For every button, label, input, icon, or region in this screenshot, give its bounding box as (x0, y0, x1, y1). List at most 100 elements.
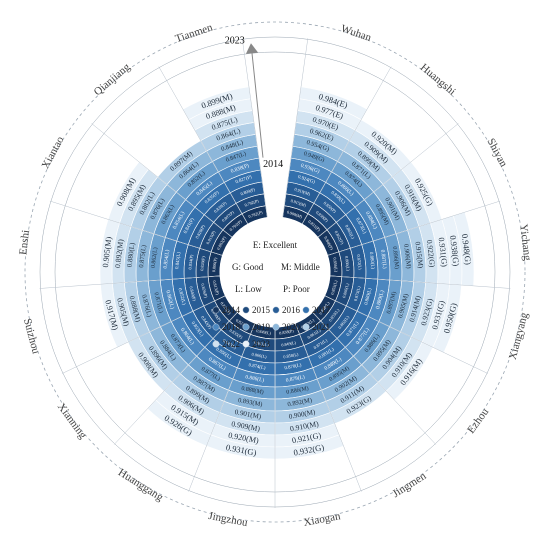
ring-layer (24, 21, 526, 523)
city-label-xiantao: Xiantao (39, 134, 66, 171)
city-label-yichang: Yichang (517, 223, 533, 261)
spoke-4 (329, 275, 511, 289)
year-legend-label-2015: 2015 (252, 305, 271, 315)
cell-label-jingzhou-4: 0.886(L) (245, 373, 265, 383)
year-legend: 2014 2015 2016 2017 2018 2019 2020 2021 2022 2023 (212, 305, 331, 349)
city-label-huangshi: Huangshi (418, 61, 458, 97)
cell-label-xiangyang-3: 0.880(L) (364, 287, 373, 305)
cell-label-xiantao-2: 0.828(P) (194, 224, 206, 240)
legend-grade-p: P: Poor (283, 284, 310, 294)
year-legend-dot-2020 (272, 323, 280, 331)
cell-label-yichang-3: 0.880(L) (368, 252, 375, 270)
cell-label-yichang-5: 0.896(M) (391, 246, 401, 269)
cell-label-jingzhou-1: 0.861(L) (254, 340, 270, 348)
city-label-wuhan: Wuhan (339, 23, 373, 45)
cell-label-suizhou-2: 0.840(P) (188, 286, 197, 302)
cell-label-enshi-3: 0.845(L) (175, 251, 182, 269)
spoke-0 (282, 38, 309, 218)
year-legend-label-2014: 2014 (222, 305, 241, 315)
cell-label-tianmen-1: 0.792(P) (244, 198, 260, 208)
cell-label-yichang-4: 0.887(L) (379, 249, 388, 269)
cell-label-yichang-6: 0.906(M) (402, 244, 412, 269)
year-legend-dot-2019 (242, 323, 250, 331)
outer-ring-2 (24, 21, 526, 523)
cell-label-tianmen-0: 0.782(P) (248, 209, 264, 219)
cell-label-wuhan-0: 0.908(M) (286, 209, 303, 219)
spoke-7 (294, 323, 362, 492)
legend-grade-g: G: Good (232, 262, 264, 272)
city-label-qianjiang: Qianjiang (92, 61, 133, 99)
cell-label-shiyan-2: 0.862(L) (344, 224, 356, 240)
city-label-jingmen: Jingmen (391, 470, 429, 500)
cell-label-shiyan-0: 0.840(P) (323, 236, 335, 252)
cell-label-enshi-9: 0.905(M) (101, 236, 114, 268)
cell-label-enshi-6: 0.875(L) (138, 245, 148, 269)
spoke-9 (188, 323, 256, 492)
cell-label-xiangyang-0: 0.855(L) (330, 279, 339, 295)
spoke-1 (301, 66, 392, 225)
cell-label-enshi-5: 0.862(L) (150, 247, 159, 269)
year-marker-outer: 2023 (225, 36, 245, 47)
cell-label-xiaogan-2: 0.858(L) (283, 352, 299, 360)
city-label-xianning: Xianning (55, 401, 89, 442)
cell-label-xiaogan-5: 0.886(M) (286, 385, 310, 396)
city-label-jingzhou: Jingzhou (207, 510, 249, 529)
city-label-xiaogan: Xiaogan (303, 510, 342, 529)
spoke-16 (241, 38, 268, 218)
cell-label-jingzhou-3: 0.874(L) (248, 363, 266, 371)
cell-label-enshi-7: 0.880(L) (126, 242, 137, 268)
spoke-11 (61, 295, 226, 374)
cell-label-shiyan-1: 0.852(P) (334, 230, 346, 246)
year-legend-label-2016: 2016 (282, 305, 301, 315)
cell-label-enshi-8: 0.892(M) (113, 238, 125, 268)
cell-label-xiaogan-6: 0.892(M) (287, 397, 313, 408)
cell-label-jingzhou-0: 0.849(L) (256, 328, 272, 336)
year-legend-dot-2022 (212, 340, 220, 348)
cell-label-suizhou-1: 0.826(P) (200, 283, 209, 299)
cell-label-enshi-2: 0.834(P) (187, 254, 194, 270)
spoke-2 (317, 123, 459, 238)
legend-grade-l: L: Low (235, 284, 262, 294)
legend-grade-m: M: Middle (281, 262, 320, 272)
year-legend-label-2019: 2019 (252, 322, 271, 332)
year-legend-dot-2021 (302, 323, 310, 331)
cell-label-yichang-2: 0.872(L) (356, 254, 363, 270)
spoke-5 (324, 295, 489, 374)
cell-label-wuhan-1: 0.915(M) (290, 198, 307, 208)
city-label-xiangyang: Xiangyang (507, 311, 531, 361)
cell-label-tianmen-2: 0.809(P) (240, 187, 256, 197)
cell-label-xiangyang-4: 0.889(L) (374, 289, 386, 309)
cell-label-yichang-1: 0.866(L) (344, 256, 351, 272)
cell-label-xiangyang-1: 0.866(L) (341, 282, 350, 298)
year-legend-dot-2016 (272, 306, 280, 314)
cell-label-jingzhou-2: 0.866(L) (251, 352, 267, 360)
year-legend-label-2022: 2022 (222, 339, 240, 349)
spoke-3 (327, 200, 501, 256)
cell-label-enshi-0: 0.806(P) (211, 257, 218, 273)
legend-grade-e: E: Excellent (253, 240, 298, 250)
cell-label-xiantao-1: 0.815(P) (205, 229, 217, 245)
cell-label-yichang-10: 0.938(G) (448, 235, 462, 267)
year-legend-label-2021: 2021 (312, 322, 330, 332)
year-legend-dot-2015 (242, 306, 250, 314)
year-arrow-line (251, 51, 264, 158)
cell-label-wuhan-3: 0.924(G) (297, 175, 316, 186)
cell-label-yichang-8: 0.922(G) (425, 239, 437, 268)
year-legend-label-2018: 2018 (222, 322, 241, 332)
cell-label-wuhan-2: 0.919(M) (294, 187, 312, 197)
cell-label-xiangyang-2: 0.873(L) (353, 285, 362, 301)
spoke-10 (113, 312, 238, 445)
cell-label-xiaogan-3: 0.870(L) (284, 363, 302, 371)
cell-label-xiaogan-1: 0.849(L) (281, 340, 297, 348)
city-label-tianmen: Tianmen (174, 21, 215, 45)
year-arrow-head (245, 43, 259, 54)
cell-label-xiaogan-4: 0.879(L) (285, 373, 305, 383)
spoke-13 (49, 200, 223, 256)
cell-label-yichang-7: 0.915(M) (413, 241, 424, 269)
year-marker-layer: 2014 2023 (225, 36, 283, 170)
city-label-huanggang: Huanggang (116, 467, 166, 504)
city-label-suizhou: Suizhou (21, 317, 42, 355)
cell-layer: 0.908(M)0.915(M)0.919(M)0.924(G)0.936(G)… (99, 86, 475, 460)
